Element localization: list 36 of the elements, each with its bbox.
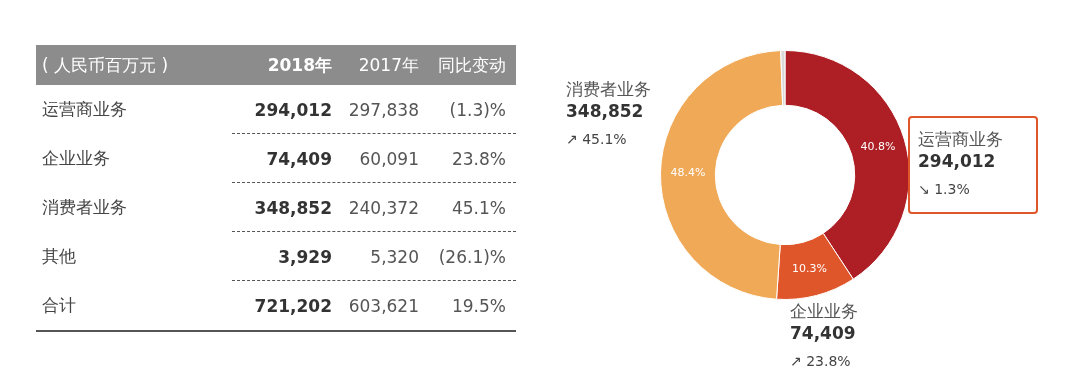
text: 23.8% — [451, 148, 507, 169]
text: (1.3)% — [448, 99, 507, 120]
text: 运营商业务 — [41, 98, 128, 121]
text: 其他 — [41, 245, 77, 268]
text: ↘ 1.3% — [918, 181, 970, 197]
text: ( 人民币百万元 ) — [41, 53, 170, 77]
text: 721,202 — [253, 295, 332, 316]
text: 3,929 — [277, 246, 332, 267]
text: 48.4% — [670, 166, 706, 180]
text: 297,838 — [347, 99, 419, 120]
text: 603,621 — [347, 295, 419, 316]
text: 60,091 — [358, 148, 419, 169]
text: 2018年 — [266, 53, 332, 77]
data-label: 74,409 — [790, 322, 857, 344]
slice-label: 企业业务 — [790, 300, 858, 322]
text: 74,409 — [265, 148, 332, 169]
text: 2017年 — [357, 53, 419, 77]
text: 40.8% — [860, 140, 896, 154]
text: 企业业务 — [41, 147, 111, 170]
data-label: 294,012 — [918, 150, 997, 172]
text: 10.3% — [792, 261, 828, 275]
text: 5,320 — [369, 246, 419, 267]
text: 同比变动 — [437, 53, 507, 77]
text: (26.1)% — [437, 246, 507, 267]
text: 合计 — [41, 294, 77, 317]
text: 294,012 — [253, 99, 332, 120]
text: 消费者业务 — [41, 196, 128, 219]
data-label: 348,852 — [566, 100, 645, 122]
slice-label: 运营商业务 — [918, 128, 1003, 150]
text: 240,372 — [347, 197, 419, 218]
text: ↗ 45.1% — [566, 131, 627, 147]
text: 19.5% — [451, 295, 507, 316]
text: 45.1% — [451, 197, 507, 218]
text: ↗ 23.8% — [790, 353, 851, 369]
slice-label: 消费者业务 — [566, 78, 651, 100]
text: 348,852 — [253, 197, 332, 218]
